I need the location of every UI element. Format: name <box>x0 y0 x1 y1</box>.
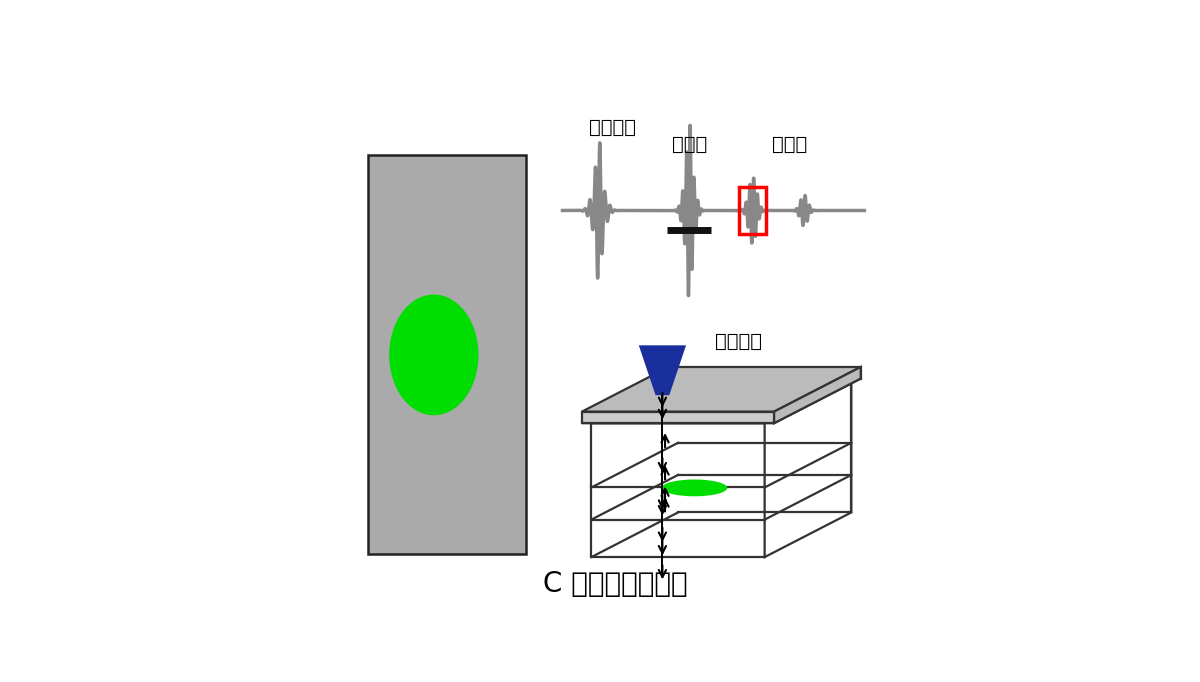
Polygon shape <box>582 412 774 423</box>
Polygon shape <box>638 345 686 395</box>
Polygon shape <box>774 367 860 423</box>
Polygon shape <box>582 367 860 412</box>
Text: 初始信号: 初始信号 <box>589 118 636 137</box>
Text: 前表面: 前表面 <box>672 135 707 154</box>
Ellipse shape <box>661 479 727 496</box>
Polygon shape <box>592 379 851 423</box>
Text: 后表面: 后表面 <box>772 135 808 154</box>
Text: 检测区域: 检测区域 <box>715 332 762 351</box>
Polygon shape <box>592 423 764 557</box>
Ellipse shape <box>389 295 479 415</box>
Text: C 扫描原理示意图: C 扫描原理示意图 <box>542 569 688 597</box>
Bar <box>368 155 526 554</box>
Polygon shape <box>764 379 851 557</box>
Bar <box>739 188 767 234</box>
Polygon shape <box>582 379 860 423</box>
